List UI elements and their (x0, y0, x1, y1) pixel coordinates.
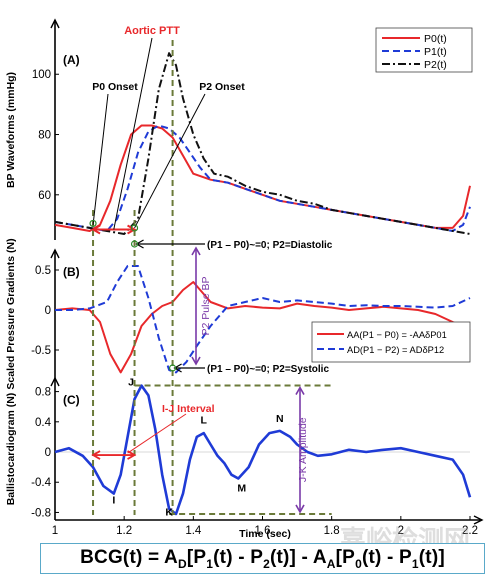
legend-label: P2(t) (424, 59, 447, 71)
ptt-arrowheads (91, 224, 137, 235)
series-layer (54, 52, 472, 516)
series-line (54, 384, 472, 516)
diastolic-marker (130, 240, 139, 248)
ij-interval-label: I-J Interval (162, 403, 215, 415)
x-tick-label: 1.6 (255, 525, 271, 537)
eq-sub: 2 (263, 556, 270, 571)
eq-part: BCG(t) = A (80, 546, 178, 568)
eq-sub: D (177, 556, 187, 571)
y-axis-arrow (50, 248, 60, 259)
panel-label: (B) (63, 265, 80, 279)
y-axis-label: BP Waveforms (mmHg) (5, 72, 17, 188)
jk-arrowheads (295, 385, 305, 514)
eq-sub: A (326, 556, 336, 571)
point-label: N (276, 413, 284, 425)
x-axis-label: Time (sec) (239, 528, 291, 540)
ij-arrowheads (91, 450, 137, 460)
systolic-marker (168, 364, 177, 372)
systolic-arrowhead (173, 363, 182, 373)
onset-marker (89, 219, 97, 228)
x-axis-arrow (473, 515, 484, 525)
y-tick-label: 0.8 (35, 387, 51, 399)
y-axis-label: Scaled Pressure Gradients (N) (5, 238, 17, 389)
series-line (54, 281, 471, 374)
point-label: K (165, 506, 173, 518)
y-axis-label: Ballistocardiogram (N) (5, 393, 17, 506)
eq-sub: 1 (206, 556, 214, 571)
x-tick-label: 2 (398, 525, 404, 537)
p2-onset-label: P2 Onset (199, 81, 245, 93)
ptt-leader (113, 37, 153, 230)
eq-sub: 0 (355, 556, 362, 571)
x-tick-label: 1.8 (324, 525, 340, 537)
y-axis-arrow (50, 18, 60, 29)
p0-leader (92, 93, 109, 225)
point-label: M (237, 482, 246, 494)
series-line (54, 124, 471, 232)
legend-box (311, 321, 471, 363)
aortic-ptt-label: Aortic PTT (124, 25, 180, 37)
eq-part: (t)] (418, 546, 445, 568)
legend-label: AD(P1 − P2) = ADδP12 (347, 345, 444, 355)
y-tick-label: 100 (32, 69, 51, 81)
point-label: I (112, 494, 115, 506)
legend-label: P1(t) (424, 46, 447, 58)
series-line (54, 124, 471, 232)
legend-label: P0(t) (424, 33, 447, 45)
eq-part: (t) - P (361, 546, 412, 568)
pulse-bp-arrowheads (191, 246, 201, 366)
x-tick-label: 1 (52, 525, 58, 537)
bcg-equation: BCG(t) = AD[P1(t) - P2(t)] - AA[P0(t) - … (80, 547, 445, 571)
p0-onset-label: P0 Onset (92, 81, 138, 93)
eq-part: (t) - P (213, 546, 264, 568)
p2-leader (134, 93, 206, 229)
y-tick-label: 0 (45, 305, 51, 317)
panel-label: (A) (63, 53, 80, 67)
onset-marker (130, 224, 139, 232)
diastolic-arrowhead (135, 239, 144, 249)
axes-layer: 60 80 100 BP Waveforms (mmHg) (A) -0.5 0 0.5 Sca… (5, 18, 484, 540)
panel-label: (C) (63, 393, 80, 407)
y-tick-label: 0 (45, 447, 51, 459)
y-tick-label: 60 (38, 190, 51, 202)
series-line (55, 265, 471, 374)
systolic-label: (P1 – P0)~=0; P2=Systolic (207, 364, 329, 375)
x-tick-label: 1.4 (185, 525, 202, 537)
y-tick-label: -0.5 (31, 345, 51, 357)
jk-amplitude-label: J-K Amplitude (297, 417, 309, 482)
x-tick-label: 2.2 (462, 525, 478, 537)
point-label: J (128, 377, 134, 389)
ij-leader (127, 413, 187, 454)
eq-part: [P (335, 546, 356, 568)
y-tick-label: -0.4 (31, 477, 51, 489)
annotation-layer: P0(t)P1(t)P2(t) AA(P1 − P0) = -AAδP01 AD(P… (89, 25, 473, 518)
pulse-bp-label: P2 Pulse BP (200, 277, 212, 336)
eq-part: [P (186, 546, 207, 568)
y-tick-label: -0.8 (31, 507, 51, 519)
x-tick-label: 1.2 (116, 525, 132, 537)
legend-box (375, 27, 473, 73)
eq-part: (t)] - A (269, 546, 327, 568)
legend-label: AA(P1 − P0) = -AAδP01 (347, 330, 447, 340)
y-tick-label: 80 (38, 130, 51, 142)
point-label: L (200, 414, 207, 426)
y-tick-label: 0.5 (35, 265, 51, 277)
y-tick-label: 0.4 (35, 417, 52, 429)
eq-sub: 1 (411, 556, 419, 571)
diastolic-label: (P1 – P0)~=0; P2=Diastolic (207, 240, 333, 251)
y-axis-arrow (50, 376, 60, 387)
equation-box: BCG(t) = AD[P1(t) - P2(t)] - AA[P0(t) - … (40, 543, 485, 574)
series-line (54, 52, 471, 235)
